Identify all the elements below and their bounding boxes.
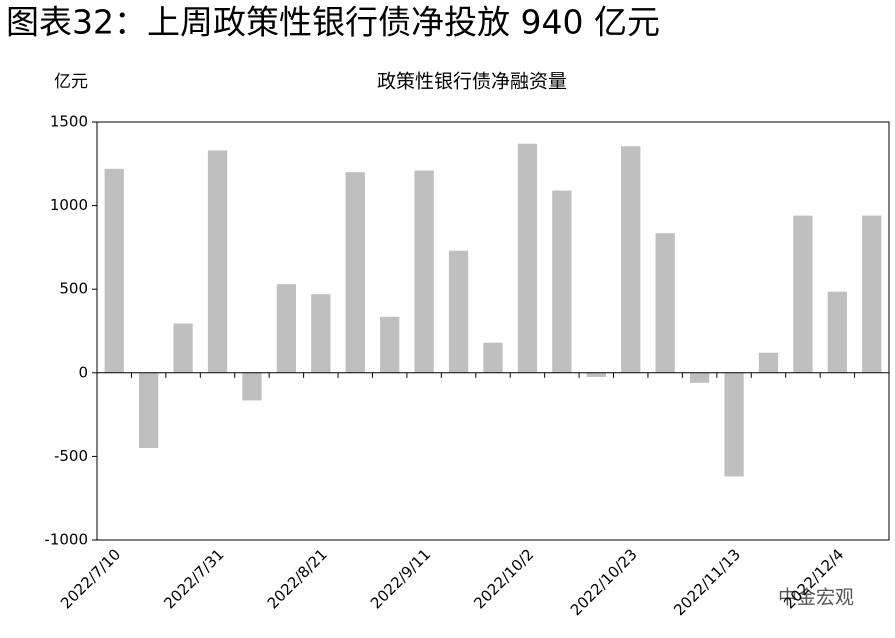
bar — [380, 316, 400, 373]
bar — [345, 172, 365, 373]
y-tick-label: 0 — [78, 363, 88, 381]
bar — [793, 215, 813, 373]
bar — [862, 215, 882, 373]
bar — [242, 372, 262, 401]
bar — [104, 168, 124, 373]
bar — [758, 352, 779, 373]
x-tick-label: 2022/7/31 — [160, 545, 227, 612]
watermark: 中金宏观 — [778, 587, 854, 609]
x-tick-label: 2022/9/11 — [367, 545, 434, 612]
y-tick-label: 1000 — [50, 196, 88, 214]
bar — [586, 372, 606, 377]
y-tick-label: 500 — [59, 280, 88, 298]
bar — [276, 284, 297, 373]
bar — [827, 291, 847, 373]
x-tick-label: 2022/11/13 — [670, 545, 744, 619]
chart-title: 图表32：上周政策性银行债净投放 940 亿元 — [6, 3, 660, 42]
bar — [689, 372, 710, 383]
bar — [483, 342, 503, 373]
bar — [139, 372, 159, 449]
y-tick-label: 1500 — [50, 113, 88, 131]
bar — [448, 250, 469, 373]
unit-label: 亿元 — [54, 72, 88, 92]
x-tick-label: 2022/8/21 — [264, 545, 331, 612]
bar — [724, 372, 744, 477]
bar — [552, 190, 572, 373]
bar — [311, 294, 331, 373]
bar — [173, 323, 193, 373]
bar — [517, 143, 538, 373]
x-tick-label: 2022/10/2 — [470, 545, 537, 612]
bar — [621, 146, 641, 373]
bar — [655, 233, 675, 373]
y-tick-label: -1000 — [44, 531, 88, 549]
bar — [414, 170, 434, 373]
x-tick-label: 2022/7/10 — [57, 545, 124, 612]
chart-subtitle: 政策性银行债净融资量 — [377, 71, 567, 93]
plot-area — [96, 121, 890, 541]
x-tick-label: 2022/10/23 — [567, 545, 641, 619]
bar — [207, 150, 228, 373]
y-tick-label: -500 — [54, 447, 88, 465]
